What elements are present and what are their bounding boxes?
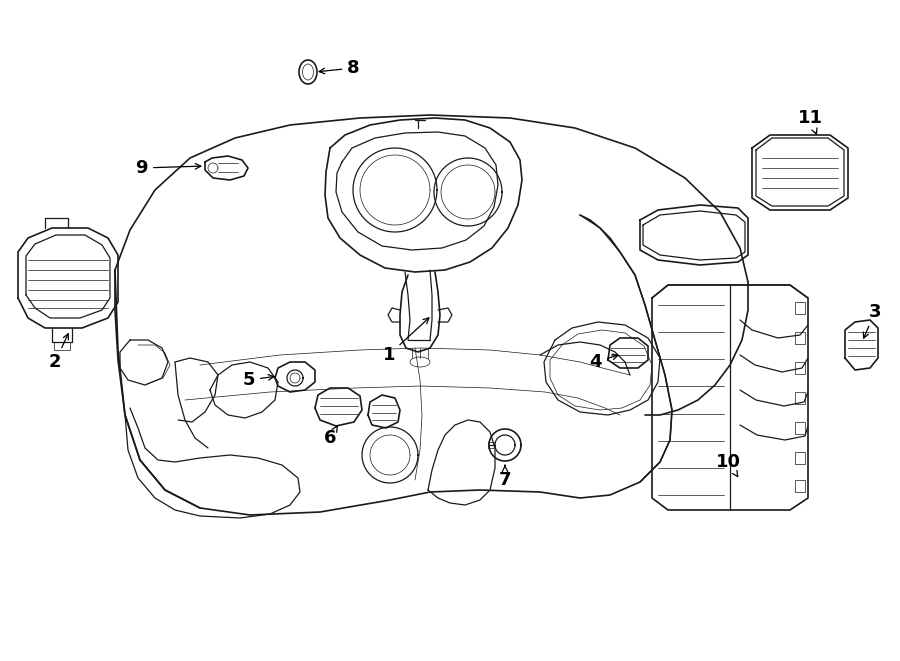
Text: 7: 7	[499, 465, 511, 489]
Text: 1: 1	[382, 318, 429, 364]
Text: 6: 6	[324, 426, 338, 447]
Text: 8: 8	[320, 59, 360, 77]
Bar	[795, 452, 805, 464]
Bar	[795, 392, 805, 404]
Bar	[795, 480, 805, 492]
Text: 11: 11	[797, 109, 823, 134]
Bar	[795, 332, 805, 344]
Bar	[795, 302, 805, 314]
Bar	[795, 422, 805, 434]
Ellipse shape	[410, 357, 430, 367]
Text: 9: 9	[136, 159, 201, 177]
Bar	[795, 362, 805, 374]
Text: 10: 10	[716, 453, 741, 477]
Text: 5: 5	[242, 371, 274, 389]
Ellipse shape	[299, 60, 317, 84]
Ellipse shape	[302, 64, 313, 80]
Text: 3: 3	[863, 303, 881, 338]
Text: 2: 2	[49, 334, 68, 371]
Text: 4: 4	[590, 353, 618, 371]
